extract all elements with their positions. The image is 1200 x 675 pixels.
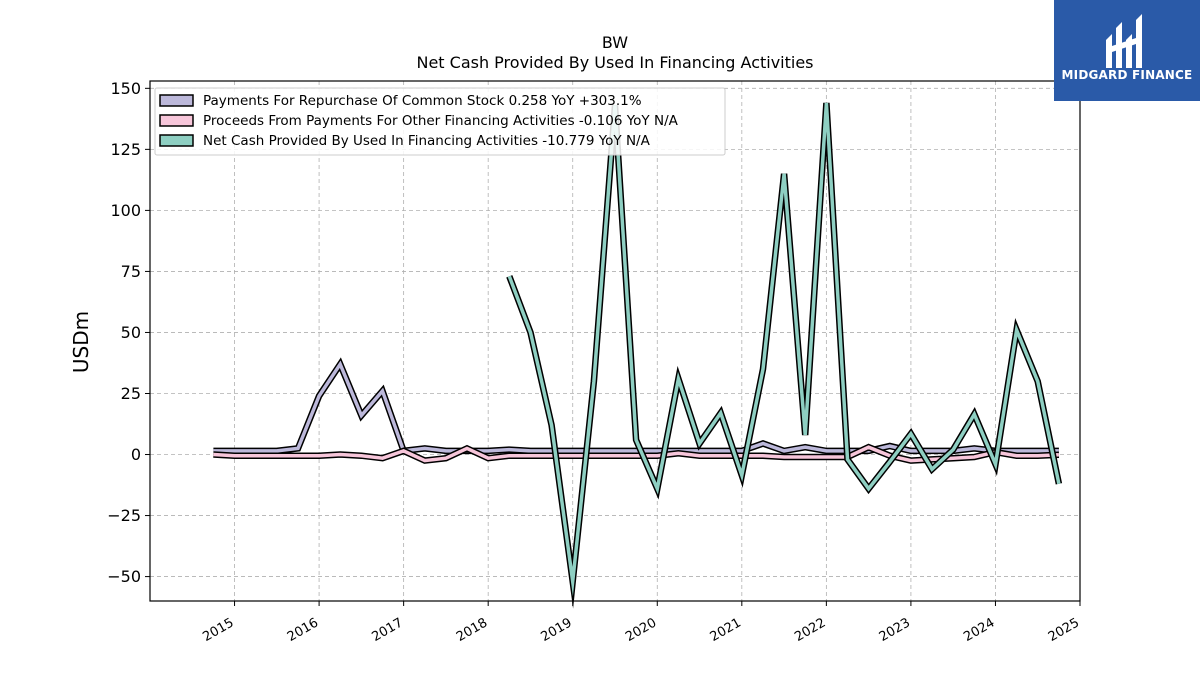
series-line-net-cash [507, 102, 1061, 597]
brand-logo: MIDGARD FINANCE [1054, 0, 1200, 101]
legend-label-payments-repurchase: Payments For Repurchase Of Common Stock … [203, 93, 642, 109]
series-line-proceeds-other [213, 445, 1059, 463]
x-tick-label: 2025 [1046, 615, 1082, 645]
legend-entry-net-cash: Net Cash Provided By Used In Financing A… [159, 133, 651, 149]
y-tick-label: −50 [107, 567, 141, 586]
y-tick-label: 0 [131, 445, 141, 464]
grid-lines [150, 81, 1081, 601]
y-tick-label: 50 [121, 323, 141, 342]
legend-swatch-payments-repurchase [159, 94, 194, 107]
x-tick-label: 2024 [961, 615, 997, 645]
x-tick-label: 2021 [708, 615, 744, 645]
x-tick-label: 2020 [623, 615, 659, 645]
legend-entry-proceeds-other: Proceeds From Payments For Other Financi… [159, 113, 679, 129]
y-tick-label: 150 [110, 79, 141, 98]
x-tick-label: 2015 [200, 615, 236, 645]
x-tick-label: 2017 [369, 615, 405, 645]
x-tick-label: 2019 [539, 615, 575, 645]
legend-label-proceeds-other: Proceeds From Payments For Other Financi… [203, 113, 679, 129]
midgard-logo-icon [1106, 14, 1142, 68]
y-tick-label: 100 [110, 201, 141, 220]
y-tick-label: 75 [121, 262, 141, 281]
y-axis-label: USDm [69, 311, 93, 373]
x-tick-label: 2018 [454, 615, 490, 645]
brand-name: MIDGARD FINANCE [1061, 68, 1193, 82]
x-tick-label: 2023 [877, 615, 913, 645]
chart-subtitle: Net Cash Provided By Used In Financing A… [416, 53, 813, 72]
chart-title: BW [602, 33, 628, 52]
x-tick-label: 2022 [792, 615, 828, 645]
legend-label-net-cash: Net Cash Provided By Used In Financing A… [203, 133, 651, 149]
legend-swatch-proceeds-other [159, 114, 194, 127]
plot-frame [149, 80, 1081, 602]
y-tick-label: 125 [110, 140, 141, 159]
legend-box [154, 87, 726, 156]
legend-entry-payments-repurchase: Payments For Repurchase Of Common Stock … [159, 93, 642, 109]
x-tick-label: 2016 [285, 615, 321, 645]
y-tick-label: −25 [107, 506, 141, 525]
legend: Payments For Repurchase Of Common Stock … [154, 87, 726, 156]
series-lines [213, 102, 1063, 609]
legend-swatch-net-cash [159, 134, 194, 147]
y-tick-label: 25 [121, 384, 141, 403]
